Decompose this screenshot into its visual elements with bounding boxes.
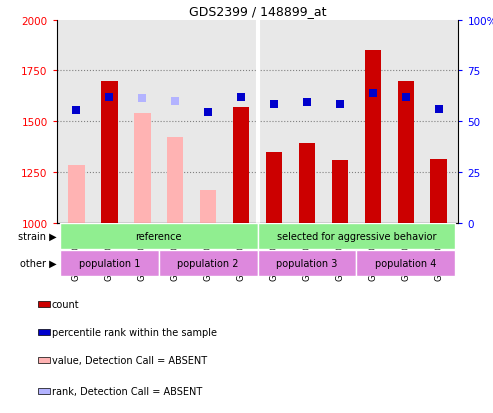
Text: selected for aggressive behavior: selected for aggressive behavior — [277, 231, 436, 242]
Text: population 4: population 4 — [375, 258, 436, 268]
Bar — [257, 223, 455, 249]
Bar — [60, 250, 159, 276]
Point — [369, 90, 377, 97]
Bar — [38, 357, 50, 363]
Text: strain ▶: strain ▶ — [18, 231, 57, 242]
Bar — [60, 223, 258, 249]
Bar — [200, 191, 216, 223]
Text: percentile rank within the sample: percentile rank within the sample — [52, 327, 217, 337]
Text: population 3: population 3 — [276, 258, 338, 268]
Text: reference: reference — [136, 231, 182, 242]
Bar — [365, 51, 381, 223]
Point — [106, 94, 113, 101]
Bar — [68, 165, 85, 223]
Bar — [134, 114, 150, 223]
Text: population 2: population 2 — [177, 258, 239, 268]
Point — [435, 107, 443, 113]
Bar — [167, 138, 183, 223]
Bar — [356, 250, 455, 276]
Point — [237, 94, 245, 101]
Point — [402, 94, 410, 101]
Bar — [101, 81, 118, 223]
Bar — [299, 144, 315, 223]
Point — [303, 99, 311, 106]
Bar — [257, 250, 356, 276]
Text: other ▶: other ▶ — [20, 258, 57, 268]
Title: GDS2399 / 148899_at: GDS2399 / 148899_at — [189, 5, 326, 18]
Bar — [397, 81, 414, 223]
Bar — [430, 159, 447, 223]
Point — [72, 107, 80, 114]
Text: population 1: population 1 — [79, 258, 140, 268]
Text: rank, Detection Call = ABSENT: rank, Detection Call = ABSENT — [52, 386, 202, 396]
Point — [139, 95, 146, 102]
Bar — [233, 108, 249, 223]
Point — [204, 109, 212, 116]
Bar — [38, 388, 50, 394]
Bar — [38, 329, 50, 335]
Text: count: count — [52, 299, 79, 309]
Text: value, Detection Call = ABSENT: value, Detection Call = ABSENT — [52, 355, 207, 365]
Point — [336, 101, 344, 108]
Bar — [332, 160, 348, 223]
Bar — [159, 250, 257, 276]
Point — [270, 101, 278, 108]
Point — [171, 98, 179, 105]
Bar — [38, 301, 50, 307]
Bar — [266, 152, 282, 223]
